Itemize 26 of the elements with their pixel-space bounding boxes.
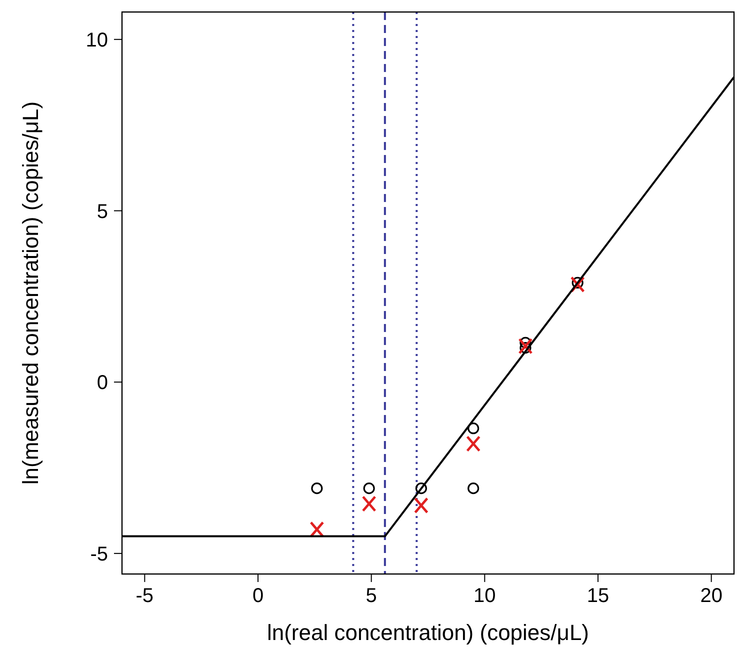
y-tick-label: -5	[90, 543, 108, 566]
point	[572, 276, 584, 289]
point	[310, 521, 324, 538]
x-tick-label: 10	[474, 585, 496, 607]
point	[362, 496, 376, 512]
point	[520, 342, 532, 354]
point	[468, 482, 480, 494]
x-tick-label: 15	[586, 585, 610, 607]
point	[570, 276, 585, 293]
point	[311, 482, 323, 494]
point	[468, 422, 480, 434]
x-tick-label: 20	[700, 585, 722, 607]
y-tick-label: 0	[96, 372, 108, 394]
point	[518, 338, 533, 354]
point	[414, 497, 428, 514]
point	[415, 482, 427, 494]
x-tick-label: -5	[136, 585, 154, 607]
x-axis-title: ln(real concentration) (copies/μL)	[266, 620, 590, 645]
point	[363, 482, 375, 494]
y-axis-title: ln(measured concentration) (copies/μL)	[18, 101, 43, 485]
y-tick-label: 10	[86, 29, 108, 52]
y-tick-label: 5	[96, 200, 108, 223]
x-tick-label: 0	[252, 585, 264, 607]
x-tick-label: 5	[366, 585, 377, 607]
point	[520, 336, 532, 348]
point	[466, 436, 481, 452]
